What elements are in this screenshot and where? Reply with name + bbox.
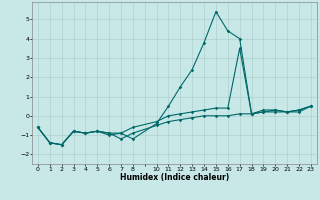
X-axis label: Humidex (Indice chaleur): Humidex (Indice chaleur) bbox=[120, 173, 229, 182]
